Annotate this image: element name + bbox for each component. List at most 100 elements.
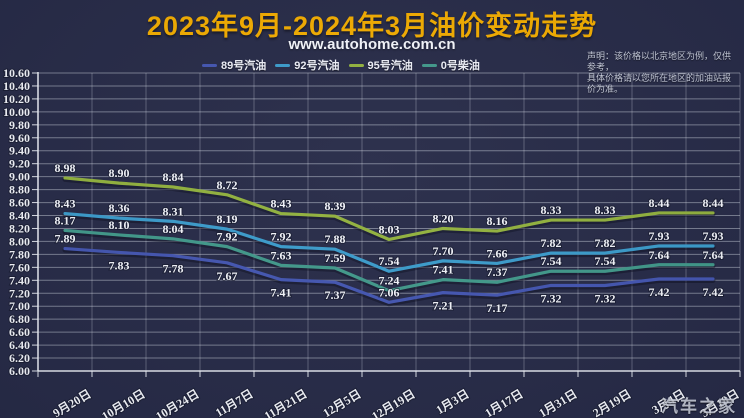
data-label-89号汽油: 7.32 xyxy=(541,291,562,305)
data-label-92号汽油: 7.66 xyxy=(487,246,508,260)
data-label-92号汽油: 7.54 xyxy=(379,254,400,268)
y-axis-label: 7.40 xyxy=(9,273,30,287)
series-line-89号汽油 xyxy=(63,246,715,304)
legend-label: 95号汽油 xyxy=(367,60,413,72)
data-label-89号汽油: 7.37 xyxy=(325,288,346,302)
legend-swatch-icon xyxy=(421,63,437,67)
data-label-92号汽油: 7.93 xyxy=(703,229,724,243)
data-label-89号汽油: 7.32 xyxy=(595,291,616,305)
y-axis-label: 8.00 xyxy=(9,234,30,248)
x-axis-label: 10月24日 xyxy=(153,387,201,418)
x-axis-label: 12月5日 xyxy=(320,387,363,418)
data-label-89号汽油: 7.21 xyxy=(433,299,454,313)
data-label-92号汽油: 8.31 xyxy=(163,204,184,218)
data-label-95号汽油: 8.33 xyxy=(595,203,616,217)
data-label-89号汽油: 7.67 xyxy=(217,269,238,283)
legend-item-92号汽油[interactable]: 92号汽油 xyxy=(275,57,340,73)
data-label-92号汽油: 7.92 xyxy=(271,230,292,244)
data-label-0号柴油: 7.24 xyxy=(379,274,400,288)
chart-legend: 89号汽油 92号汽油 95号汽油 0号柴油 xyxy=(202,57,480,73)
data-label-92号汽油: 8.43 xyxy=(55,197,76,211)
data-label-95号汽油: 8.16 xyxy=(487,214,508,228)
data-label-95号汽油: 8.84 xyxy=(163,170,184,184)
y-axis-label: 7.60 xyxy=(9,260,30,274)
y-axis-label: 8.40 xyxy=(9,209,30,223)
y-axis-label: 6.40 xyxy=(9,338,30,352)
y-axis-label: 7.80 xyxy=(9,247,30,261)
y-axis-label: 6.60 xyxy=(9,325,30,339)
y-axis-label: 9.60 xyxy=(9,131,30,145)
y-axis-label: 6.00 xyxy=(9,364,30,378)
chart-title: 2023年9月-2024年3月油价变动走势 xyxy=(146,11,598,41)
legend-swatch-icon xyxy=(202,63,217,67)
y-axis-label: 10.40 xyxy=(3,79,30,93)
y-axis-label: 9.80 xyxy=(9,118,30,132)
data-label-0号柴油: 7.54 xyxy=(595,254,616,268)
y-axis-label: 9.40 xyxy=(9,144,30,158)
data-label-92号汽油: 7.82 xyxy=(541,236,562,250)
y-axis-label: 8.60 xyxy=(9,196,30,210)
legend-label: 0号柴油 xyxy=(440,60,480,72)
series-line-92号汽油 xyxy=(63,211,715,273)
data-label-0号柴油: 7.64 xyxy=(649,248,670,262)
legend-item-95号汽油[interactable]: 95号汽油 xyxy=(348,57,413,73)
data-label-0号柴油: 7.64 xyxy=(703,248,724,262)
y-axis-label: 10.20 xyxy=(3,92,30,106)
series-line-95号汽油 xyxy=(63,176,715,242)
x-axis-label: 1月31日 xyxy=(536,387,579,418)
data-label-0号柴油: 7.37 xyxy=(487,265,508,279)
data-label-95号汽油: 8.43 xyxy=(271,197,292,211)
legend-label: 92号汽油 xyxy=(294,60,340,72)
data-label-92号汽油: 7.70 xyxy=(433,244,454,258)
data-label-95号汽油: 8.39 xyxy=(325,199,346,213)
data-label-89号汽油: 7.89 xyxy=(55,232,76,246)
legend-item-89号汽油[interactable]: 89号汽油 xyxy=(202,57,266,73)
data-label-95号汽油: 8.90 xyxy=(109,166,130,180)
data-label-95号汽油: 8.03 xyxy=(379,222,400,236)
y-axis-label: 6.20 xyxy=(9,351,30,365)
data-label-92号汽油: 7.93 xyxy=(649,229,670,243)
x-axis-label: 11月21日 xyxy=(262,387,310,418)
data-label-95号汽油: 8.72 xyxy=(217,178,238,192)
data-label-95号汽油: 8.44 xyxy=(703,196,724,210)
y-axis-label: 8.80 xyxy=(9,183,30,197)
data-label-0号柴油: 8.04 xyxy=(163,222,184,236)
legend-item-0号柴油[interactable]: 0号柴油 xyxy=(421,57,480,73)
data-label-0号柴油: 7.59 xyxy=(325,251,346,265)
x-axis-label: 1月3日 xyxy=(433,387,471,418)
legend-swatch-icon xyxy=(348,63,364,67)
y-axis-label: 7.20 xyxy=(9,286,30,300)
data-label-0号柴油: 7.92 xyxy=(217,230,238,244)
y-axis-label: 7.00 xyxy=(9,299,30,313)
y-axis-label: 9.20 xyxy=(9,157,30,171)
data-label-89号汽油: 7.17 xyxy=(487,301,508,315)
data-label-0号柴油: 8.17 xyxy=(55,213,76,227)
y-axis-label: 10.00 xyxy=(3,105,30,119)
disclaimer-note: 声明：该价格以北京地区为例，仅供参考， 具体价格请以您所在地区的加油站报价为准。 xyxy=(587,51,739,95)
data-label-89号汽油: 7.83 xyxy=(109,258,130,272)
legend-swatch-icon xyxy=(275,63,291,67)
data-label-89号汽油: 7.42 xyxy=(649,285,670,299)
disclaimer-line-2: 具体价格请以您所在地区的加油站报价为准。 xyxy=(587,73,732,94)
data-label-95号汽油: 8.33 xyxy=(541,203,562,217)
site-url: www.autohome.com.cn xyxy=(288,36,456,53)
y-axis-label: 9.00 xyxy=(9,170,30,184)
y-axis-label: 8.20 xyxy=(9,221,30,235)
data-label-0号柴油: 7.54 xyxy=(541,254,562,268)
data-label-92号汽油: 7.88 xyxy=(325,232,346,246)
legend-label: 89号汽油 xyxy=(221,60,267,72)
x-axis-label: 2月19日 xyxy=(590,387,633,418)
series-line-0号柴油 xyxy=(63,228,715,293)
data-label-89号汽油: 7.41 xyxy=(271,286,292,300)
data-label-89号汽油: 7.78 xyxy=(163,262,184,276)
data-label-0号柴油: 7.41 xyxy=(433,263,454,277)
y-axis-label: 10.60 xyxy=(3,66,30,80)
data-label-92号汽油: 8.36 xyxy=(109,201,130,215)
data-label-89号汽油: 7.42 xyxy=(703,285,724,299)
data-label-95号汽油: 8.20 xyxy=(433,211,454,225)
y-axis-label: 6.80 xyxy=(9,312,30,326)
data-label-89号汽油: 7.06 xyxy=(379,285,400,299)
data-label-95号汽油: 8.44 xyxy=(649,196,670,210)
